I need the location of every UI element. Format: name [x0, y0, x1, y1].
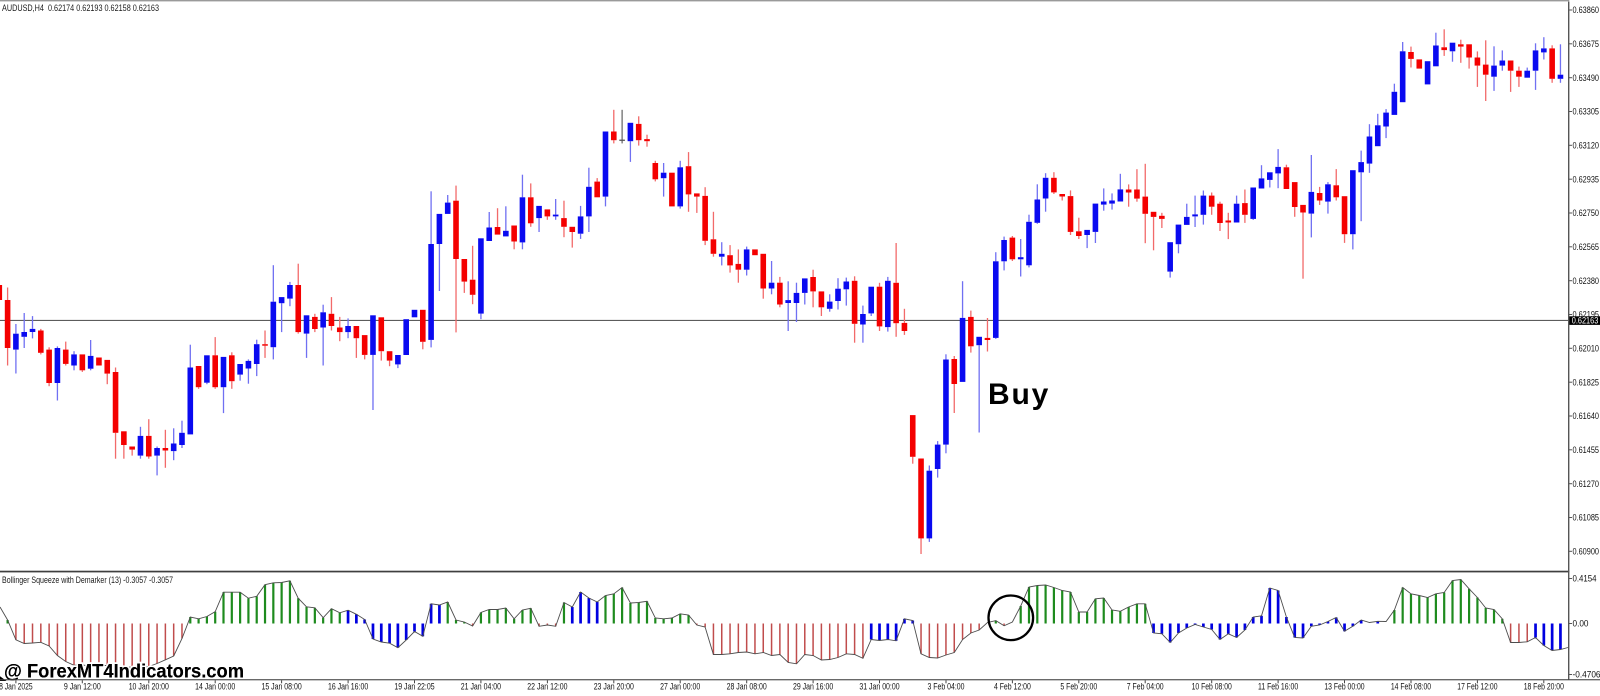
svg-text:0.63490: 0.63490: [1573, 73, 1600, 83]
svg-text:0.63860: 0.63860: [1573, 5, 1600, 15]
svg-text:0.62163: 0.62163: [1572, 316, 1599, 326]
svg-text:17 Feb 12:00: 17 Feb 12:00: [1457, 681, 1497, 691]
svg-text:10 Jan 20:00: 10 Jan 20:00: [129, 681, 169, 691]
svg-text:0.62750: 0.62750: [1573, 208, 1600, 218]
svg-text:3 Feb 04:00: 3 Feb 04:00: [928, 681, 965, 691]
svg-text:0.63120: 0.63120: [1573, 141, 1600, 151]
svg-text:22 Jan 12:00: 22 Jan 12:00: [527, 681, 567, 691]
svg-text:0.62380: 0.62380: [1573, 276, 1600, 286]
svg-text:21 Jan 04:00: 21 Jan 04:00: [461, 681, 501, 691]
svg-text:16 Jan 16:00: 16 Jan 16:00: [328, 681, 368, 691]
svg-text:11 Feb 16:00: 11 Feb 16:00: [1258, 681, 1298, 691]
svg-text:0.63305: 0.63305: [1573, 107, 1600, 117]
svg-text:0.62565: 0.62565: [1573, 242, 1600, 252]
svg-text:23 Jan 20:00: 23 Jan 20:00: [594, 681, 634, 691]
svg-text:27 Jan 00:00: 27 Jan 00:00: [660, 681, 700, 691]
svg-text:14 Feb 08:00: 14 Feb 08:00: [1391, 681, 1431, 691]
svg-text:15 Jan 08:00: 15 Jan 08:00: [262, 681, 302, 691]
svg-text:0.61455: 0.61455: [1573, 445, 1600, 455]
svg-text:4 Feb 12:00: 4 Feb 12:00: [994, 681, 1031, 691]
svg-text:0.61270: 0.61270: [1573, 479, 1600, 489]
svg-text:0.60900: 0.60900: [1573, 547, 1600, 557]
svg-text:28 Jan 08:00: 28 Jan 08:00: [727, 681, 767, 691]
svg-text:18 Feb 20:00: 18 Feb 20:00: [1524, 681, 1564, 691]
svg-text:8 Jan 2025: 8 Jan 2025: [0, 681, 33, 691]
svg-text:AUDUSD,H4 0.62174 0.62193 0.6: AUDUSD,H4 0.62174 0.62193 0.62158 0.6216…: [2, 3, 159, 14]
svg-text:9 Jan 12:00: 9 Jan 12:00: [64, 681, 101, 691]
svg-text:0.61085: 0.61085: [1573, 513, 1600, 523]
svg-text:5 Feb 20:00: 5 Feb 20:00: [1060, 681, 1097, 691]
svg-text:0.61640: 0.61640: [1573, 411, 1600, 421]
svg-text:31 Jan 00:00: 31 Jan 00:00: [859, 681, 899, 691]
svg-text:Buy: Buy: [988, 378, 1050, 411]
svg-text:0.62935: 0.62935: [1573, 174, 1600, 184]
svg-text:0.63675: 0.63675: [1573, 39, 1600, 49]
svg-text:-0.4706: -0.4706: [1573, 670, 1600, 680]
svg-text:Bollinger Squeeze with Demarke: Bollinger Squeeze with Demarker (13) -0.…: [2, 575, 173, 586]
svg-text:0.62010: 0.62010: [1573, 344, 1600, 354]
svg-text:0.61825: 0.61825: [1573, 377, 1600, 387]
svg-text:0.00: 0.00: [1573, 619, 1589, 629]
svg-text:7 Feb 04:00: 7 Feb 04:00: [1127, 681, 1164, 691]
svg-text:0.4154: 0.4154: [1573, 574, 1597, 584]
svg-text:13 Feb 00:00: 13 Feb 00:00: [1324, 681, 1364, 691]
svg-text:19 Jan 22:05: 19 Jan 22:05: [394, 681, 434, 691]
svg-text:10 Feb 08:00: 10 Feb 08:00: [1192, 681, 1232, 691]
svg-text:14 Jan 00:00: 14 Jan 00:00: [195, 681, 235, 691]
svg-text:29 Jan 16:00: 29 Jan 16:00: [793, 681, 833, 691]
